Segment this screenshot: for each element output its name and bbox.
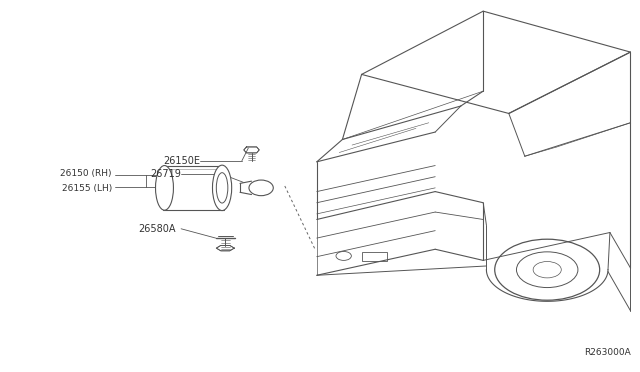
Text: 26150E: 26150E [163, 156, 200, 166]
Text: R263000A: R263000A [584, 348, 630, 357]
Ellipse shape [212, 165, 232, 211]
Text: 26150 (RH): 26150 (RH) [61, 169, 112, 178]
Ellipse shape [156, 166, 173, 210]
Bar [362, 252, 387, 261]
Text: 26580A: 26580A [138, 224, 176, 234]
Ellipse shape [216, 173, 228, 203]
Polygon shape [216, 246, 234, 251]
Text: 26719: 26719 [150, 169, 181, 179]
Ellipse shape [249, 180, 273, 196]
Text: 26155 (LH): 26155 (LH) [61, 184, 112, 193]
Polygon shape [244, 147, 259, 153]
